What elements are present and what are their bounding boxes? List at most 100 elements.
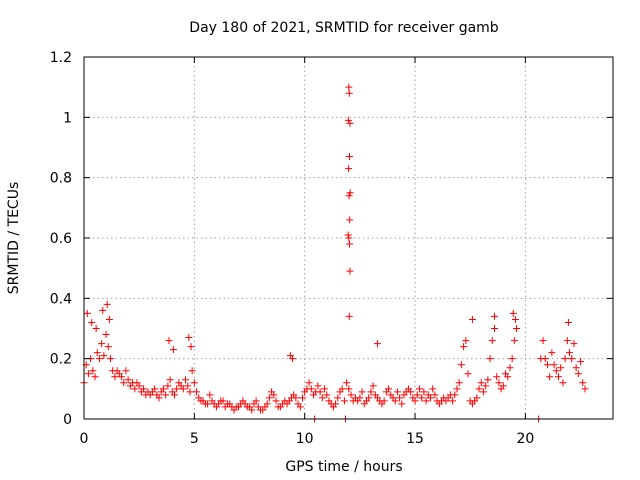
data-point (120, 379, 128, 387)
data-point (88, 318, 96, 326)
data-point (346, 119, 354, 127)
data-point (185, 334, 193, 342)
data-point (449, 397, 457, 405)
data-point (186, 388, 194, 396)
data-point (407, 388, 415, 396)
data-point (482, 382, 490, 390)
data-point (345, 89, 353, 97)
y-tick-label: 0.4 (50, 291, 72, 307)
data-point (98, 340, 106, 348)
data-point (83, 309, 91, 317)
data-point (398, 400, 406, 408)
data-point (559, 379, 567, 387)
data-point (248, 406, 256, 414)
data-point (131, 385, 139, 393)
data-point (345, 240, 353, 248)
data-point (396, 394, 404, 402)
data-point (179, 385, 187, 393)
data-point (548, 349, 556, 357)
data-point (263, 400, 271, 408)
data-point (184, 382, 192, 390)
data-point (579, 379, 587, 387)
data-point (151, 385, 159, 393)
data-point (345, 153, 353, 161)
data-point (332, 400, 340, 408)
data-point (422, 397, 430, 405)
data-point (89, 367, 97, 375)
data-point (557, 364, 565, 372)
data-point (162, 391, 170, 399)
data-point (426, 394, 434, 402)
data-point (314, 382, 322, 390)
data-point (539, 337, 547, 345)
data-point (566, 349, 574, 357)
data-point (460, 343, 468, 351)
data-point (296, 403, 304, 411)
data-point (93, 349, 101, 357)
data-point (391, 397, 399, 405)
data-point (135, 382, 143, 390)
data-point (561, 355, 569, 363)
data-point (464, 370, 472, 378)
data-point (344, 231, 352, 239)
y-tick-label: 0.6 (50, 231, 72, 247)
data-point (345, 192, 353, 200)
data-point (572, 364, 580, 372)
data-point (468, 315, 476, 323)
data-point (570, 340, 578, 348)
data-point (166, 376, 174, 384)
data-point (564, 318, 572, 326)
data-point (318, 394, 326, 402)
data-point (289, 355, 297, 363)
data-point (270, 391, 278, 399)
data-point (577, 358, 585, 366)
data-point (365, 394, 373, 402)
data-point (102, 331, 110, 339)
data-point (323, 391, 331, 399)
data-point (499, 382, 507, 390)
data-point (159, 385, 167, 393)
data-point (292, 394, 300, 402)
data-point (334, 394, 342, 402)
data-point (393, 388, 401, 396)
data-point (356, 394, 364, 402)
data-point (495, 379, 503, 387)
data-point (170, 391, 178, 399)
data-point (298, 394, 306, 402)
data-point (187, 343, 195, 351)
data-point (369, 382, 377, 390)
data-point (345, 385, 353, 393)
data-point (552, 367, 560, 375)
data-point (252, 397, 260, 405)
data-point (511, 315, 519, 323)
data-point (307, 385, 315, 393)
data-point (508, 355, 516, 363)
data-point (343, 379, 351, 387)
data-point (431, 391, 439, 399)
data-point (568, 355, 576, 363)
data-point (486, 355, 494, 363)
data-point (546, 373, 554, 381)
data-point (513, 325, 521, 332)
data-point (374, 340, 382, 348)
data-point (169, 346, 177, 354)
data-point (475, 385, 483, 393)
data-point (99, 306, 107, 314)
data-point (543, 361, 551, 369)
x-tick-label: 5 (190, 431, 199, 447)
data-point (340, 397, 348, 405)
data-point (95, 355, 103, 363)
data-point (193, 388, 201, 396)
data-point (451, 391, 459, 399)
data-point (346, 267, 354, 275)
x-tick-label: 15 (406, 431, 424, 447)
x-tick-label: 0 (80, 431, 89, 447)
data-point (473, 394, 481, 402)
data-point (490, 312, 498, 320)
data-point (510, 337, 518, 345)
data-point (190, 379, 198, 387)
x-axis-label: GPS time / hours (285, 459, 402, 475)
data-point (488, 337, 496, 345)
